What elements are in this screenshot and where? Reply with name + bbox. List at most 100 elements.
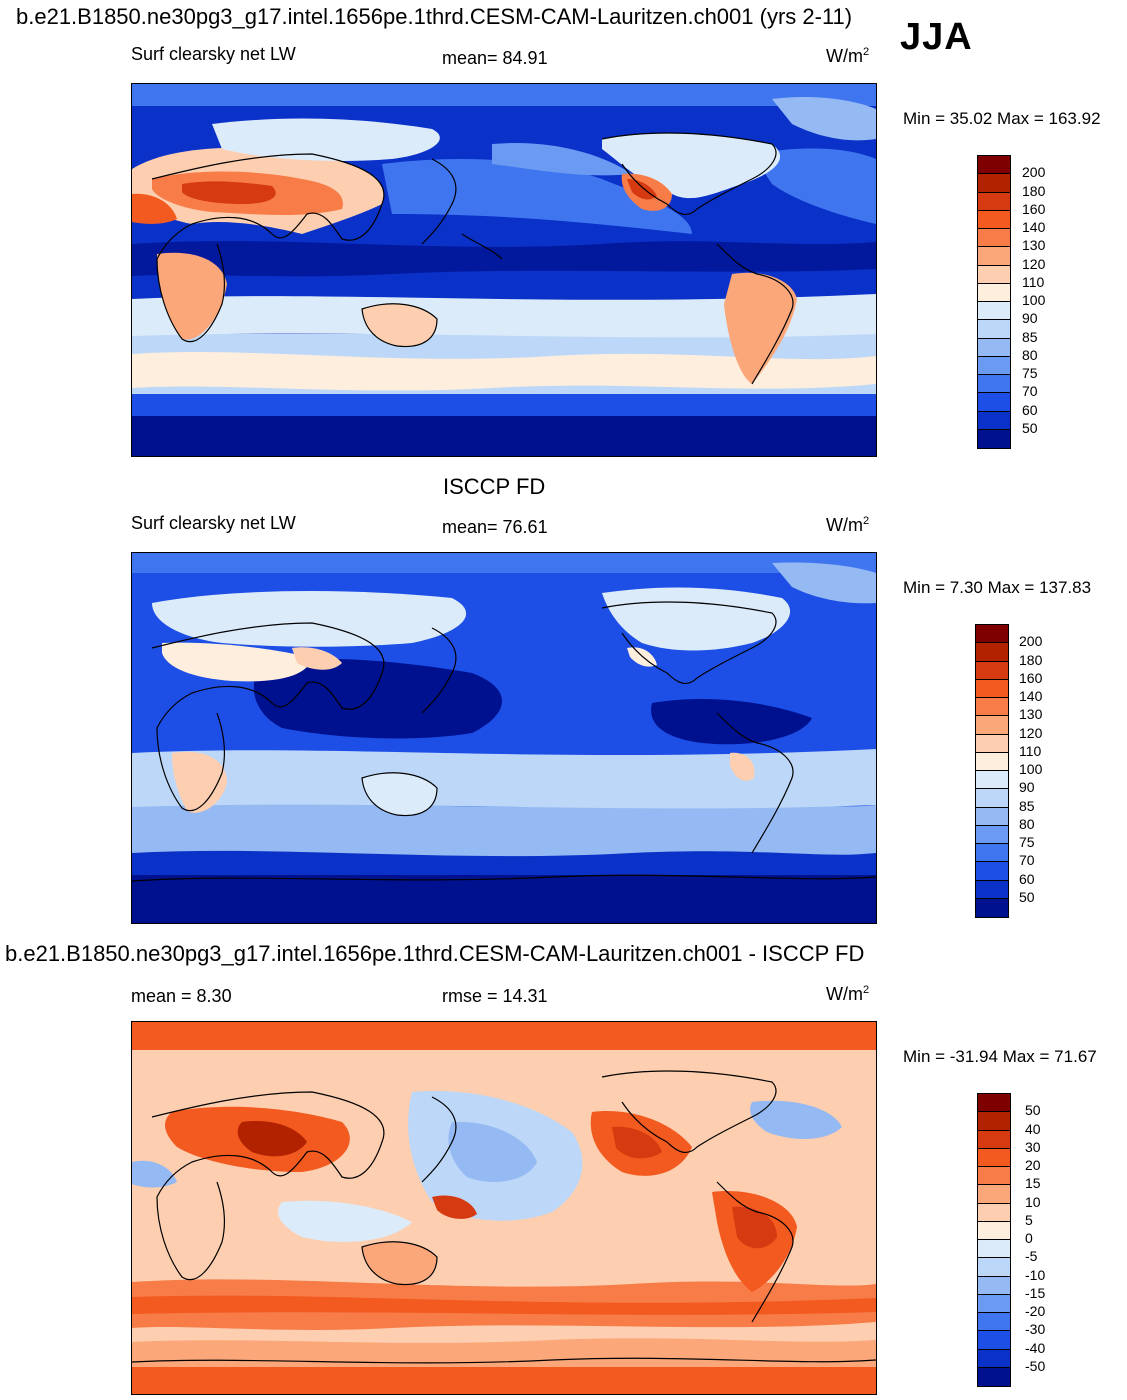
colorbar-swatch	[978, 192, 1010, 211]
colorbar-swatch	[976, 844, 1008, 863]
colorbar-model	[977, 155, 1011, 449]
colorbar-tick-label: 160	[1022, 200, 1046, 217]
colorbar-tick-label: 70	[1019, 852, 1035, 869]
colorbar-tick-label: 100	[1022, 292, 1046, 308]
colorbar-swatch	[978, 1221, 1010, 1240]
colorbar-swatch	[978, 1240, 1010, 1259]
colorbar-swatch	[976, 789, 1008, 808]
colorbar-swatch	[978, 1313, 1010, 1332]
colorbar-tick-label: 200	[1019, 633, 1043, 650]
colorbar-tick-label: -40	[1025, 1339, 1046, 1356]
panel-mean-label: mean= 84.91	[442, 48, 548, 68]
panel-minmax-label: Min = -31.94 Max = 71.67	[903, 1047, 1097, 1066]
colorbar-tick-label: 5	[1025, 1211, 1033, 1228]
colorbar-swatch	[976, 898, 1008, 917]
colorbar-swatch	[976, 679, 1008, 698]
colorbar-swatch	[978, 1148, 1010, 1167]
colorbar-tick-label: 50	[1019, 888, 1035, 905]
colorbar-tick-label: 75	[1022, 365, 1038, 381]
obs-map	[131, 552, 877, 924]
colorbar-swatch	[976, 862, 1008, 881]
colorbar-tick-label: 110	[1019, 742, 1042, 759]
colorbar-tick-label: 85	[1022, 328, 1038, 345]
colorbar-swatch	[978, 265, 1010, 284]
panel-mean-label: mean= 76.61	[442, 517, 548, 537]
colorbar-swatch	[976, 716, 1008, 735]
colorbar-swatch	[978, 283, 1010, 302]
panel-variable-label: Surf clearsky net LW	[131, 44, 296, 64]
colorbar-tick-label: -50	[1025, 1357, 1046, 1374]
colorbar-swatch	[978, 1331, 1010, 1350]
colorbar-swatch	[978, 174, 1010, 193]
panel-rmse-label: rmse = 14.31	[442, 986, 548, 1006]
colorbar-tick-label: -15	[1025, 1284, 1046, 1301]
colorbar-swatch	[978, 1349, 1010, 1368]
colorbar-swatch	[978, 1094, 1010, 1113]
colorbar-tick-label: -10	[1025, 1266, 1046, 1283]
colorbar-swatch	[976, 807, 1008, 826]
diff-map	[131, 1021, 877, 1395]
colorbar-tick-label: 75	[1019, 834, 1035, 850]
colorbar-tick-label: 130	[1019, 706, 1043, 723]
colorbar-swatch	[978, 375, 1010, 394]
colorbar-tick-label: 15	[1025, 1175, 1041, 1192]
season-label: JJA	[900, 16, 973, 58]
colorbar-tick-label: -20	[1025, 1303, 1046, 1319]
colorbar-swatch	[978, 429, 1010, 448]
colorbar-swatch	[978, 1167, 1010, 1186]
colorbar-tick-label: 80	[1019, 815, 1035, 832]
colorbar-swatch	[976, 752, 1008, 771]
panel-minmax-label: Min = 7.30 Max = 137.83	[903, 578, 1092, 597]
colorbar-tick-label: 60	[1019, 870, 1035, 887]
colorbar-tick-label: 70	[1022, 383, 1038, 400]
colorbar-tick-label: 110	[1022, 273, 1045, 290]
colorbar-swatch	[978, 302, 1010, 321]
colorbar-swatch	[978, 1367, 1010, 1386]
colorbar-tick-label: 30	[1025, 1138, 1041, 1155]
colorbar-swatch	[978, 1276, 1010, 1295]
colorbar-swatch	[978, 1112, 1010, 1131]
colorbar-swatch	[978, 1203, 1010, 1222]
colorbar-swatch	[976, 771, 1008, 790]
model-map	[131, 83, 877, 457]
colorbar-swatch	[976, 698, 1008, 717]
colorbar-swatch	[978, 338, 1010, 357]
figure-title: b.e21.B1850.ne30pg3_g17.intel.1656pe.1th…	[16, 4, 853, 29]
colorbar-tick-label: 120	[1019, 724, 1043, 741]
colorbar-swatch	[978, 356, 1010, 375]
colorbar-swatch	[978, 210, 1010, 229]
colorbar-swatch	[978, 1258, 1010, 1277]
obs-map-field	[132, 553, 876, 923]
colorbar-swatch	[976, 880, 1008, 899]
colorbar-tick-label: 140	[1019, 688, 1043, 704]
colorbar-tick-label: 0	[1025, 1230, 1033, 1246]
colorbar-tick-label: 90	[1019, 779, 1035, 796]
diff-map-field	[132, 1022, 876, 1394]
colorbar-tick-label: 50	[1022, 419, 1038, 436]
colorbar-swatch	[976, 734, 1008, 753]
panel-mean-label: mean = 8.30	[131, 986, 232, 1006]
colorbar-tick-label: 50	[1025, 1102, 1041, 1119]
colorbar-tick-label: 60	[1022, 401, 1038, 418]
colorbar-tick-label: 120	[1022, 255, 1046, 272]
colorbar-swatch	[978, 393, 1010, 412]
panel-variable-label: Surf clearsky net LW	[131, 513, 296, 533]
panel-minmax-label: Min = 35.02 Max = 163.92	[903, 109, 1101, 128]
colorbar-tick-label: 80	[1022, 346, 1038, 363]
colorbar-tick-label: 180	[1019, 651, 1043, 668]
panel-units-label: W/m2	[826, 515, 870, 535]
colorbar-tick-label: 85	[1019, 797, 1035, 814]
colorbar-swatch	[976, 661, 1008, 680]
colorbar-swatch	[978, 247, 1010, 266]
model-map-field	[132, 84, 876, 456]
colorbar-swatch	[976, 825, 1008, 844]
colorbar-tick-label: 130	[1022, 237, 1046, 254]
colorbar-tick-label: 180	[1022, 182, 1046, 199]
panel-units-label: W/m2	[826, 46, 870, 66]
colorbar-swatch	[976, 625, 1008, 644]
colorbar-swatch	[978, 1294, 1010, 1313]
colorbar-tick-label: 40	[1025, 1120, 1041, 1137]
panel-title: ISCCP FD	[443, 474, 546, 499]
colorbar-swatch	[978, 411, 1010, 430]
colorbar-swatch	[978, 320, 1010, 339]
